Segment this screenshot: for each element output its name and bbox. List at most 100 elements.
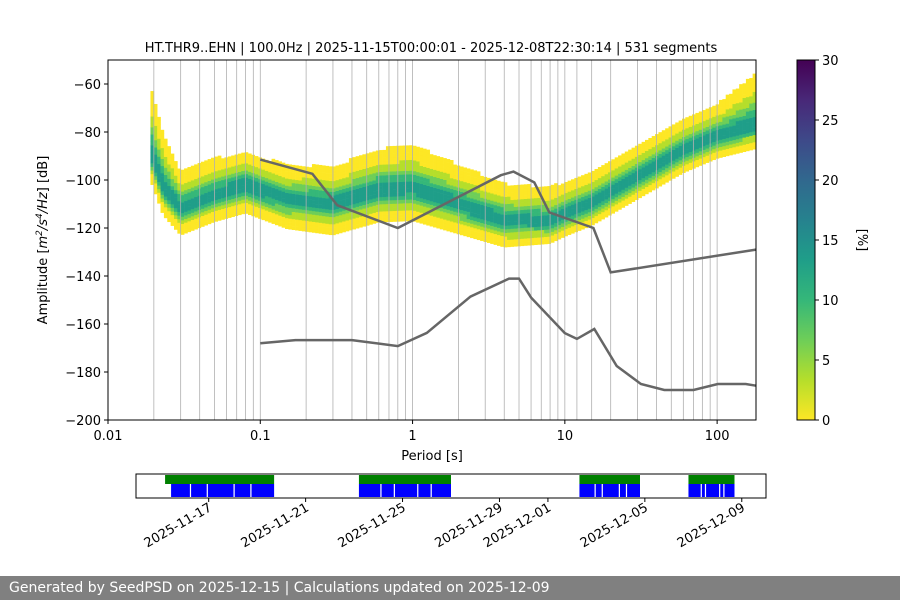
psd-density-cell xyxy=(486,213,491,218)
psd-density-cell xyxy=(406,217,410,222)
timeline-gap xyxy=(233,484,235,497)
psd-density-cell xyxy=(254,181,259,186)
psd-density-cell xyxy=(221,161,225,166)
psd-density-cell xyxy=(298,205,303,210)
psd-density-cell xyxy=(274,217,279,222)
psd-density-cell xyxy=(211,218,215,223)
psd-density-cell xyxy=(644,168,649,173)
psd-density-cell xyxy=(244,206,249,211)
psd-density-cell xyxy=(725,105,730,110)
psd-density-cell xyxy=(369,188,373,193)
psd-density-cell xyxy=(611,170,615,174)
psd-density-cell xyxy=(332,195,336,200)
psd-density-cell xyxy=(372,198,377,203)
psd-density-cell xyxy=(163,178,168,183)
psd-density-cell xyxy=(624,198,629,203)
psd-density-cell xyxy=(402,167,407,172)
psd-density-cell xyxy=(389,164,393,168)
psd-density-cell xyxy=(473,170,478,175)
psd-density-cell xyxy=(227,199,232,204)
psd-density-cell xyxy=(493,179,498,184)
psd-density-cell xyxy=(540,233,545,238)
psd-density-cell xyxy=(473,188,478,193)
psd-density-cell xyxy=(352,193,356,198)
psd-density-cell xyxy=(470,209,474,213)
psd-density-cell xyxy=(237,153,242,158)
psd-density-cell xyxy=(399,206,404,211)
psd-density-cell xyxy=(661,148,666,153)
psd-density-cell xyxy=(332,177,336,182)
psd-density-cell xyxy=(567,187,572,192)
psd-density-cell xyxy=(658,135,663,140)
psd-density-cell xyxy=(490,193,494,198)
psd-density-cell xyxy=(315,214,319,219)
psd-density-cell xyxy=(160,169,165,174)
psd-density-cell xyxy=(177,190,182,195)
psd-density-cell xyxy=(392,199,397,204)
psd-density-cell xyxy=(496,187,501,192)
psd-density-cell xyxy=(160,144,165,149)
psd-density-cell xyxy=(342,163,346,168)
timeline-gap xyxy=(250,484,252,497)
psd-density-cell xyxy=(295,168,299,173)
psd-density-cell xyxy=(618,169,622,174)
psd-density-cell xyxy=(338,164,343,169)
psd-density-cell xyxy=(708,121,713,126)
psd-density-cell xyxy=(611,162,615,167)
psd-density-cell xyxy=(416,200,420,205)
psd-density-cell xyxy=(443,194,447,198)
psd-density-cell xyxy=(520,216,525,221)
psd-density-cell xyxy=(177,168,182,173)
psd-density-cell xyxy=(594,168,599,173)
psd-density-cell xyxy=(318,222,323,227)
psd-density-cell xyxy=(651,179,656,184)
psd-density-cell xyxy=(160,205,165,210)
psd-density-cell xyxy=(735,146,740,151)
psd-density-cell xyxy=(547,189,552,194)
psd-density-cell xyxy=(204,207,208,212)
psd-density-cell xyxy=(278,186,282,191)
psd-density-cell xyxy=(530,223,535,228)
psd-density-cell xyxy=(385,207,390,212)
psd-density-cell xyxy=(443,158,447,162)
psd-density-cell xyxy=(153,143,158,148)
psd-density-cell xyxy=(211,168,215,173)
psd-density-cell xyxy=(570,229,575,234)
psd-density-cell xyxy=(157,170,161,175)
psd-density-cell xyxy=(207,213,212,217)
psd-density-cell xyxy=(389,171,393,176)
psd-density-cell xyxy=(406,181,410,186)
psd-density-cell xyxy=(752,124,757,128)
psd-density-cell xyxy=(325,180,330,185)
psd-density-cell xyxy=(426,153,430,158)
psd-density-cell xyxy=(671,167,676,172)
psd-density-cell xyxy=(352,218,356,223)
psd-density-cell xyxy=(385,185,390,190)
psd-density-cell xyxy=(476,171,481,176)
psd-density-cell xyxy=(375,186,380,191)
psd-density-cell xyxy=(369,206,373,211)
psd-density-cell xyxy=(749,139,753,144)
psd-density-cell xyxy=(211,179,215,184)
psd-density-cell xyxy=(641,163,646,168)
psd-density-cell xyxy=(231,173,235,178)
psd-density-cell xyxy=(409,217,414,222)
psd-density-cell xyxy=(365,153,370,158)
psd-density-cell xyxy=(624,191,629,196)
psd-density-cell xyxy=(570,186,575,191)
psd-density-cell xyxy=(160,137,165,141)
psd-density-cell xyxy=(436,199,441,204)
psd-density-cell xyxy=(678,160,683,165)
psd-density-cell xyxy=(459,231,464,236)
psd-density-cell xyxy=(322,205,326,209)
psd-density-cell xyxy=(725,152,730,157)
psd-density-cell xyxy=(221,208,225,213)
timeline-date-ticks: 2025-11-17 2025-11-21 2025-11-25 2025-11-29… xyxy=(142,498,748,551)
psd-density-cell xyxy=(416,182,420,187)
psd-density-cell xyxy=(570,190,575,194)
psd-density-cell xyxy=(322,183,326,188)
psd-density-cell xyxy=(439,189,444,194)
psd-density-cell xyxy=(338,186,343,191)
psd-density-cell xyxy=(446,195,451,199)
psd-density-cell xyxy=(422,177,427,182)
